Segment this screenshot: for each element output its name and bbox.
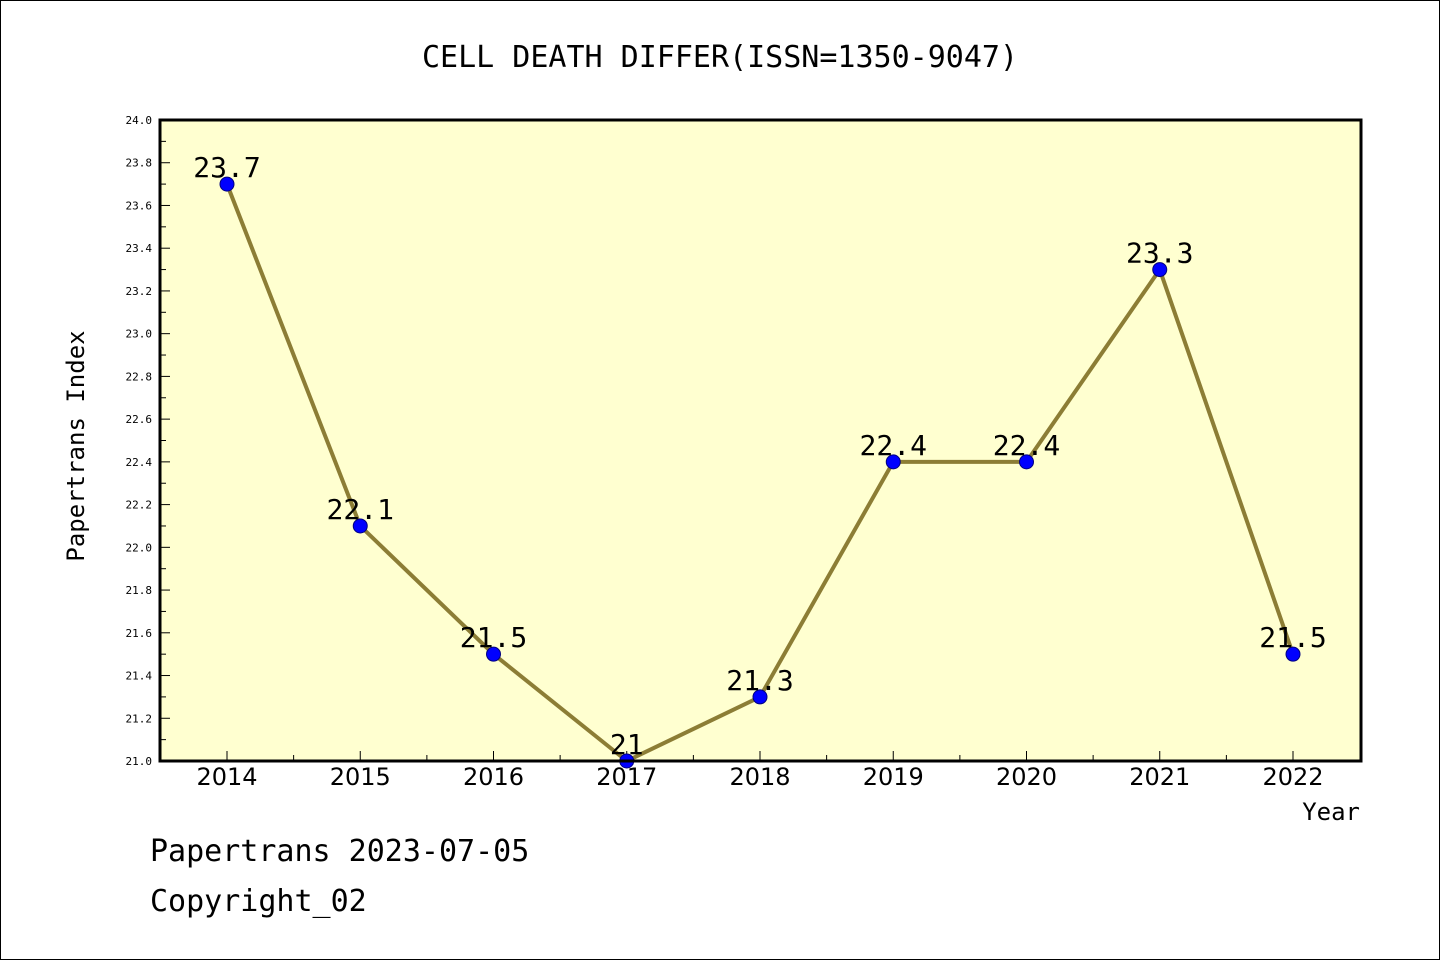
x-tick-label: 2016 bbox=[463, 763, 524, 791]
y-tick-label: 22.0 bbox=[126, 541, 153, 554]
y-tick-label: 23.6 bbox=[126, 199, 153, 212]
y-tick-label: 21.4 bbox=[126, 670, 153, 683]
data-point bbox=[219, 176, 235, 192]
data-point bbox=[885, 454, 901, 470]
y-tick-label: 24.0 bbox=[126, 114, 153, 127]
data-label: 23.7 bbox=[193, 151, 260, 184]
y-tick-label: 21.6 bbox=[126, 627, 153, 640]
data-label: 21.5 bbox=[460, 621, 527, 654]
x-tick-label: 2020 bbox=[996, 763, 1057, 791]
y-tick-label: 21.2 bbox=[126, 712, 153, 725]
data-label: 22.4 bbox=[860, 429, 927, 462]
data-label: 21.3 bbox=[726, 664, 793, 697]
y-tick-label: 22.4 bbox=[126, 456, 153, 469]
footer-date: Papertrans 2023-07-05 bbox=[150, 834, 530, 869]
y-tick-label: 23.2 bbox=[126, 285, 153, 298]
data-label: 21 bbox=[610, 728, 644, 761]
data-label: 22.4 bbox=[993, 429, 1060, 462]
x-axis: 2014 2015 2016 2017 2018 2019 2020 2021 2022 bbox=[196, 751, 1324, 791]
data-point bbox=[1019, 454, 1034, 470]
y-tick-label: 22.6 bbox=[126, 413, 153, 426]
x-tick-label: 2022 bbox=[1262, 763, 1323, 791]
data-point bbox=[486, 646, 501, 662]
data-label: 22.1 bbox=[327, 493, 394, 526]
data-label: 23.3 bbox=[1126, 237, 1193, 270]
y-tick-label: 23.0 bbox=[126, 328, 153, 341]
y-axis-label: Papertrans Index bbox=[62, 330, 90, 561]
y-tick-label: 21.0 bbox=[126, 755, 153, 768]
data-point bbox=[1152, 262, 1168, 278]
y-tick-label: 21.8 bbox=[126, 584, 153, 597]
data-label: 21.5 bbox=[1259, 621, 1326, 654]
x-tick-label: 2014 bbox=[196, 763, 257, 791]
data-label-group: 23.7 22.1 21.5 21 21.3 22.4 22.4 23.3 21.5 bbox=[193, 151, 1326, 761]
y-tick-label: 23.8 bbox=[126, 157, 153, 170]
x-tick-label: 2019 bbox=[863, 763, 924, 791]
data-point bbox=[1285, 646, 1301, 662]
footer-copyright: Copyright_02 bbox=[150, 884, 367, 919]
y-axis: 21.0 21.2 21.4 21.6 21.8 22.0 22.2 22.4 22.6 22.8… bbox=[126, 114, 170, 768]
data-point bbox=[752, 689, 768, 705]
y-tick-label: 23.4 bbox=[126, 242, 153, 255]
plot-area bbox=[160, 120, 1361, 761]
x-axis-label: Year bbox=[1302, 798, 1360, 826]
x-tick-label: 2021 bbox=[1129, 763, 1190, 791]
x-tick-label: 2015 bbox=[330, 763, 391, 791]
y-tick-label: 22.2 bbox=[126, 499, 153, 512]
chart-title: CELL DEATH DIFFER(ISSN=1350-9047) bbox=[422, 40, 1018, 75]
y-tick-label: 22.8 bbox=[126, 370, 153, 383]
plot-border bbox=[158, 118, 1363, 763]
x-tick-label: 2018 bbox=[729, 763, 790, 791]
data-point bbox=[352, 518, 368, 534]
marker-group bbox=[219, 176, 1301, 769]
